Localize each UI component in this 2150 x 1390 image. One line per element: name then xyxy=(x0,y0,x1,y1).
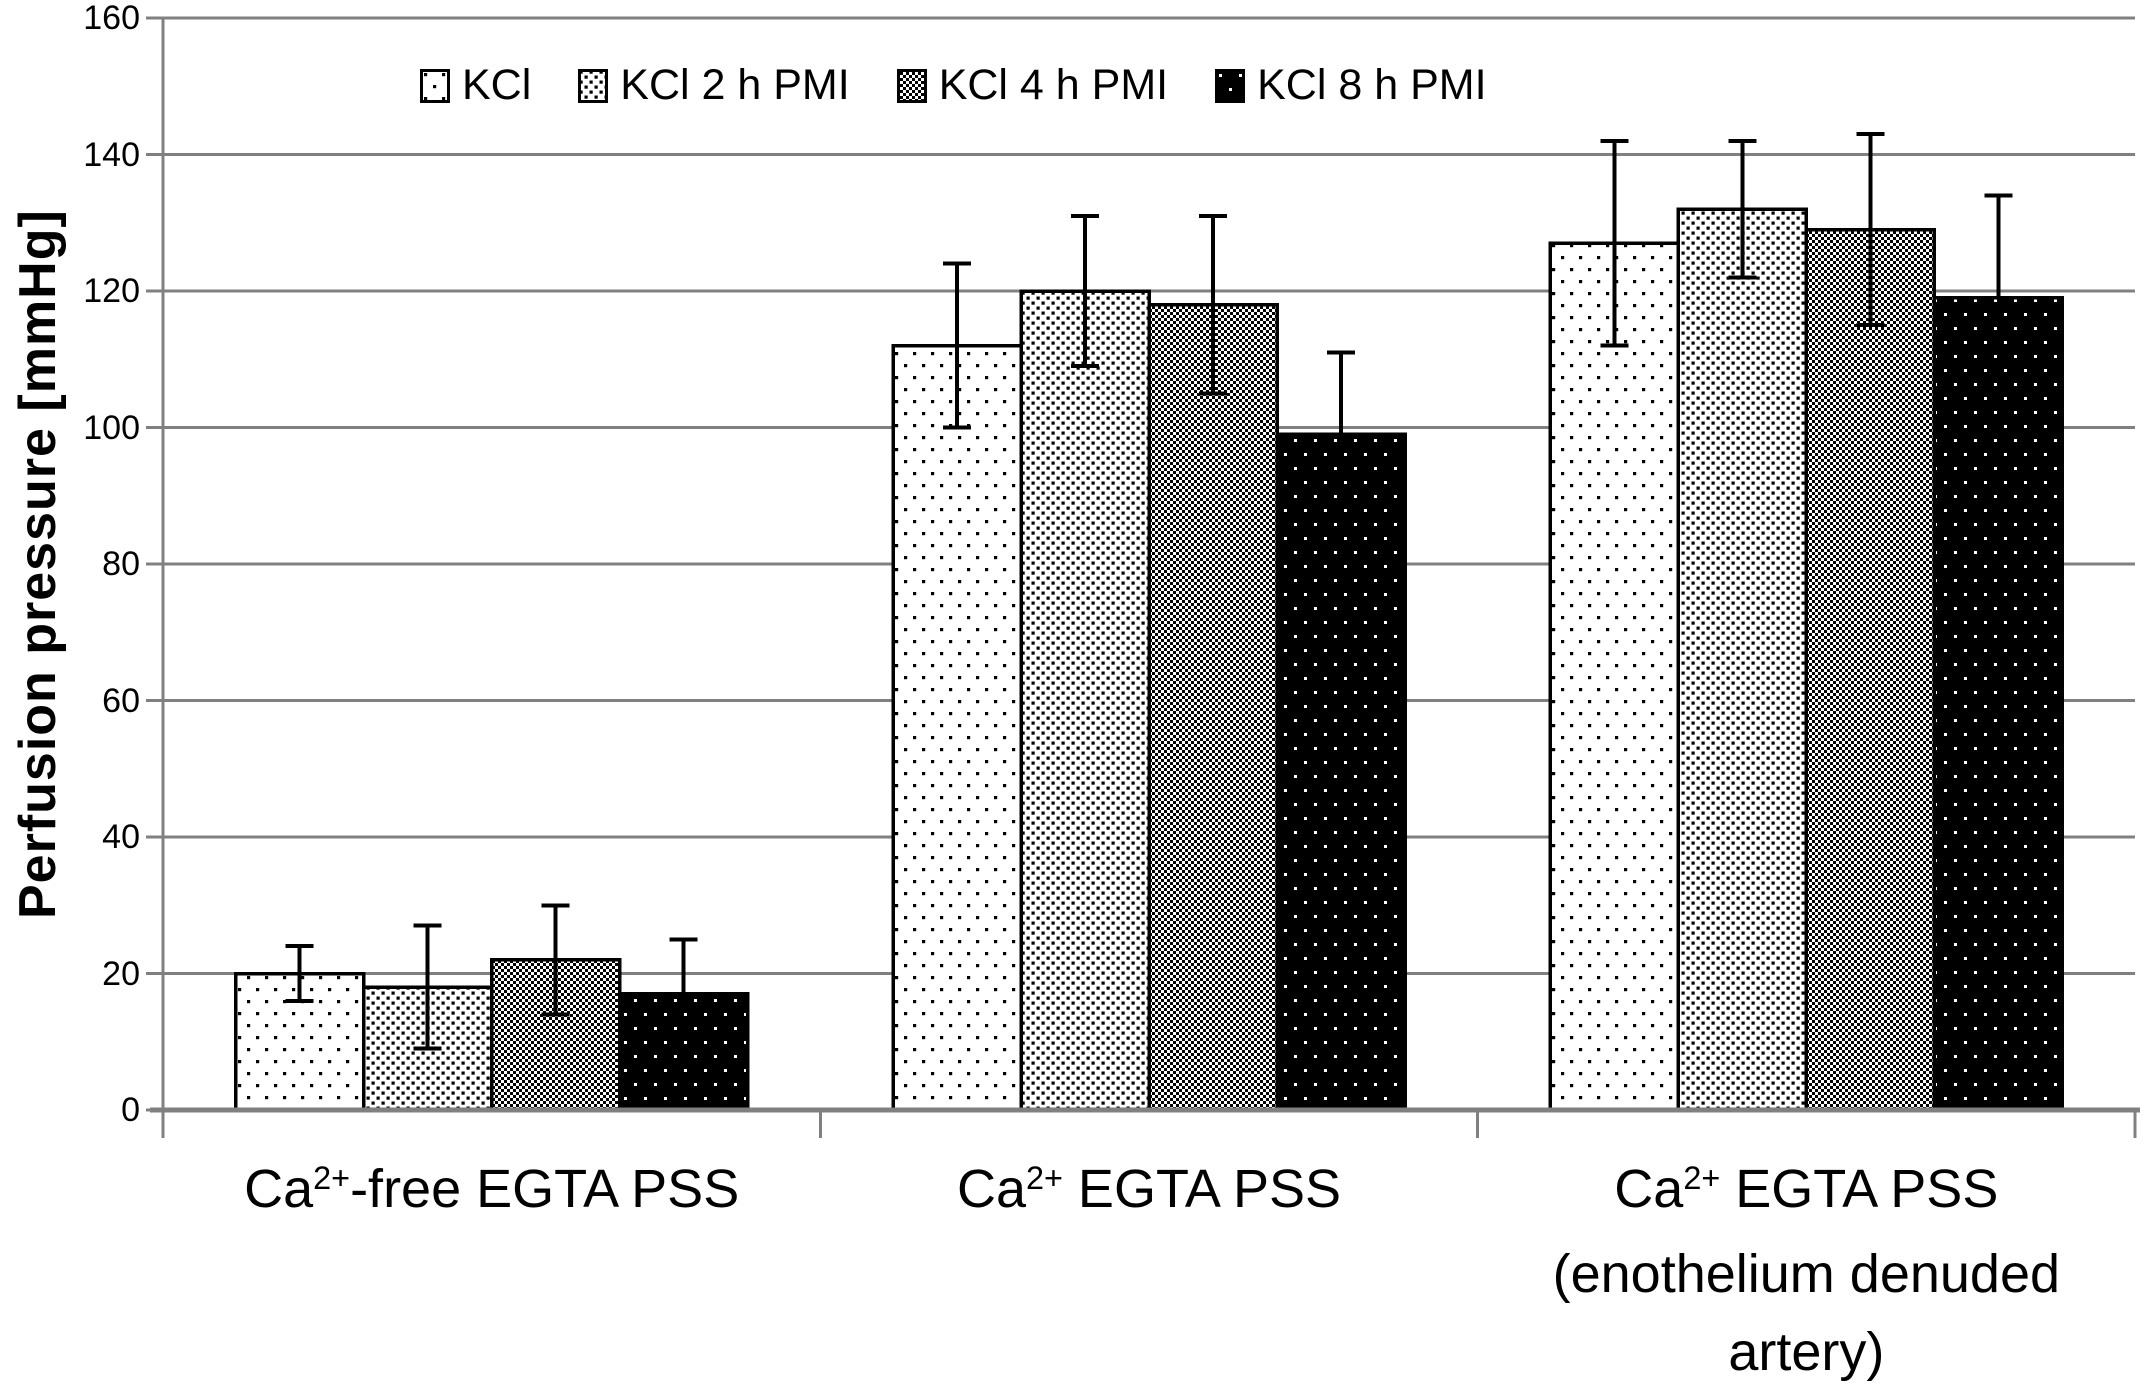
y-tick-label-100: 100 xyxy=(83,408,140,447)
x-category-label-3: Ca2+ EGTA PSS (enothelium denuded artery) xyxy=(1478,1150,2135,1390)
y-tick-label-160: 160 xyxy=(83,0,140,37)
error-bars xyxy=(285,132,2013,1051)
axes xyxy=(146,16,2140,1138)
bar-kcl-8-h-pmi-group2 xyxy=(1275,432,1407,1112)
y-tick-label-0: 0 xyxy=(121,1091,140,1129)
y-tick-label-120: 120 xyxy=(83,272,140,310)
bars xyxy=(233,207,2065,1112)
y-tick-label-60: 60 xyxy=(102,681,140,720)
bar-kcl-8-h-pmi-group1 xyxy=(617,992,750,1112)
x-category-line: Ca2+ EGTA PSS xyxy=(956,1159,1342,1219)
x-category-line: Ca2+ EGTA PSS xyxy=(1614,1159,1999,1219)
legend: KCl KCl 2 h PMI KCl 4 h PMI KCl 8 h PMI xyxy=(420,64,1487,107)
legend-swatch-dense-black-dots xyxy=(578,68,609,103)
legend-item-kcl: KCl xyxy=(420,64,531,107)
legend-swatch-checker xyxy=(896,68,927,103)
bar-kcl-group2 xyxy=(891,343,1023,1112)
legend-label: KCl xyxy=(462,61,532,109)
legend-label: KCl 2 h PMI xyxy=(620,61,850,109)
y-tick-label-40: 40 xyxy=(102,818,140,856)
x-category-label-1: Ca2+-free EGTA PSS xyxy=(163,1150,820,1235)
legend-label: KCl 8 h PMI xyxy=(1257,61,1487,109)
legend-swatch-sparse-black-dots xyxy=(420,68,450,103)
x-category-line: Ca2+-free EGTA PSS xyxy=(244,1159,740,1219)
x-category-line: (enothelium denuded xyxy=(1552,1244,2061,1304)
bar-kcl-2-h-pmi-group2 xyxy=(1019,289,1151,1112)
x-category-label-2: Ca2+ EGTA PSS xyxy=(820,1150,1477,1235)
legend-item-kcl-4-h-pmi: KCl 4 h PMI xyxy=(896,61,1169,109)
bar-kcl-8-h-pmi-group3 xyxy=(1932,296,2065,1112)
y-tick-label-140: 140 xyxy=(83,135,140,174)
legend-item-kcl-8-h-pmi: KCl 8 h PMI xyxy=(1215,61,1487,109)
bar-kcl-group3 xyxy=(1548,241,1681,1112)
bar-kcl-4-h-pmi-group2 xyxy=(1147,302,1279,1112)
legend-label: KCl 4 h PMI xyxy=(938,61,1169,109)
legend-item-kcl-2-h-pmi: KCl 2 h PMI xyxy=(578,61,850,109)
x-category-line: artery) xyxy=(1728,1322,1885,1382)
bar-kcl-2-h-pmi-group3 xyxy=(1676,207,1809,1112)
legend-swatch-white-dots-on-black xyxy=(1215,68,1246,103)
y-tick-label-80: 80 xyxy=(102,545,140,583)
bar-kcl-4-h-pmi-group3 xyxy=(1804,227,1937,1112)
y-tick-label-20: 20 xyxy=(102,954,140,993)
